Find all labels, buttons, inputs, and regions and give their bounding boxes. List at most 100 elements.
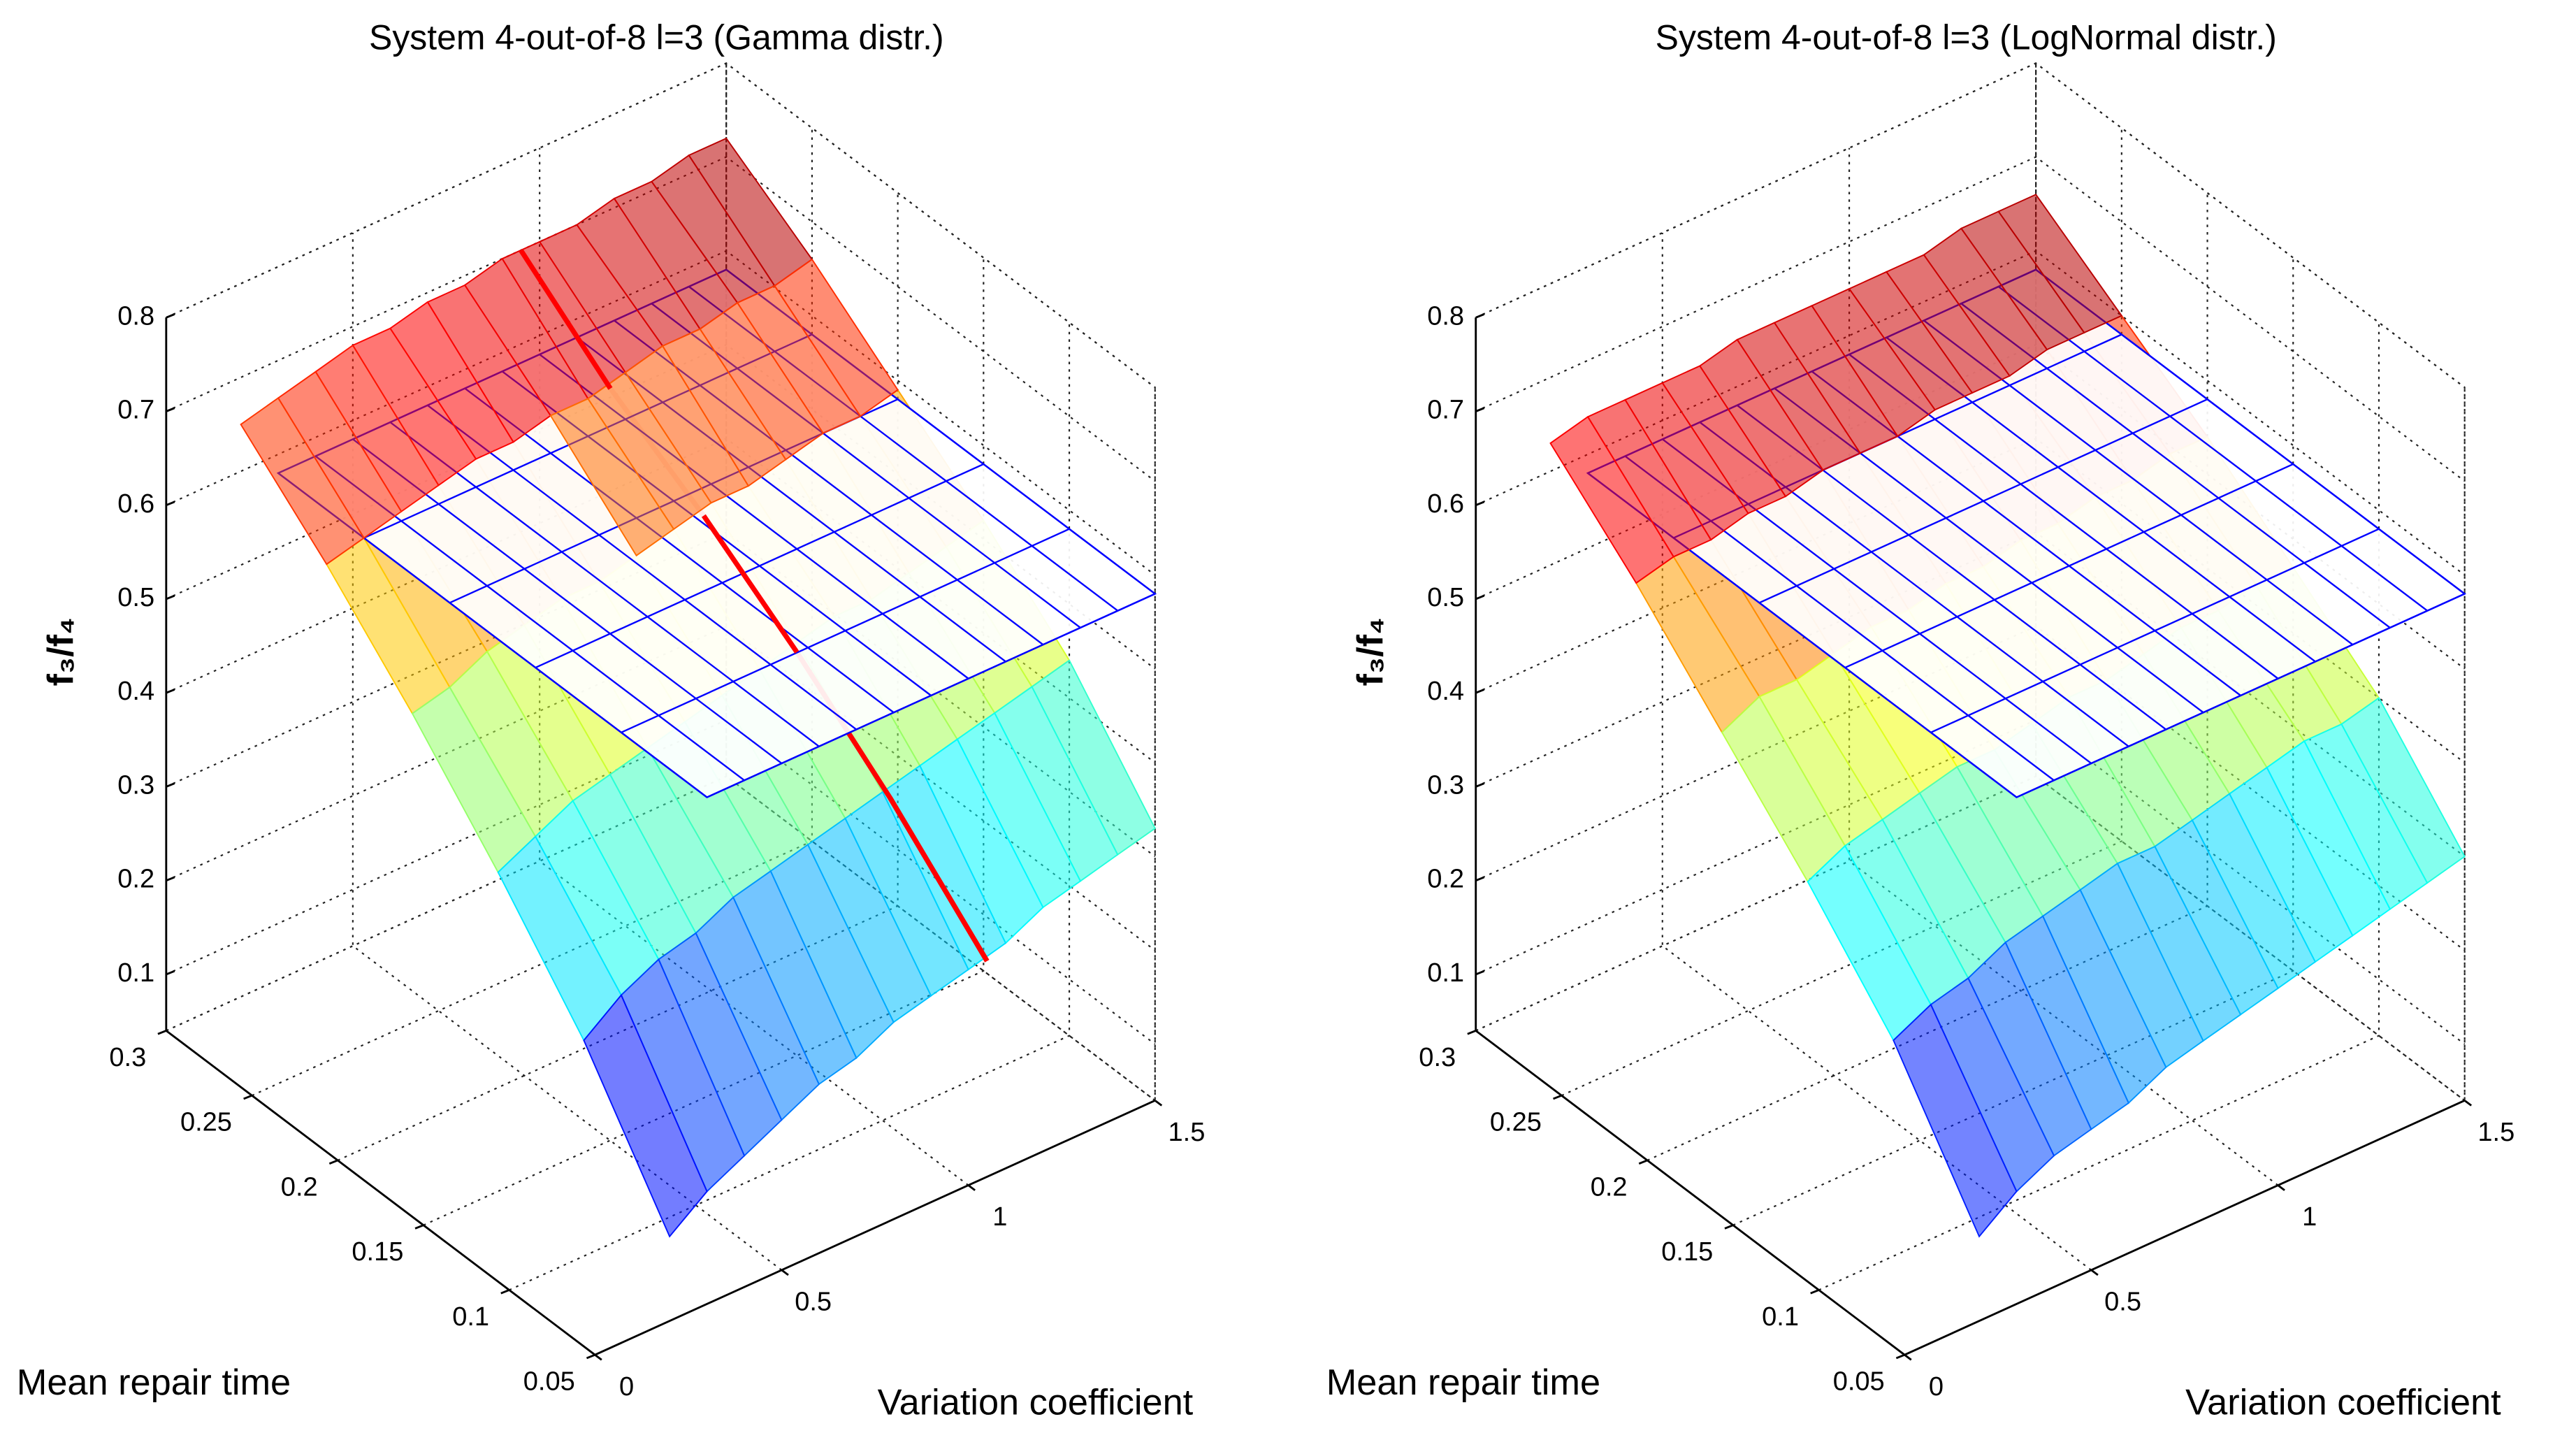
z-tick <box>1475 970 1485 976</box>
x-tick <box>594 1354 602 1361</box>
y-tick-label: 0.15 <box>352 1237 403 1267</box>
surface-patch <box>549 398 675 557</box>
grid-line <box>166 62 1156 388</box>
z-tick <box>1475 876 1485 882</box>
z-tick-label: 0.3 <box>117 770 154 800</box>
y-tick <box>586 1353 595 1360</box>
z-tick <box>1475 313 1485 319</box>
plane-grid <box>464 387 895 714</box>
y-tick <box>1638 1159 1648 1165</box>
y-tick-label: 0.15 <box>1661 1237 1713 1267</box>
plane-grid <box>389 422 820 747</box>
y-tick-label: 0.25 <box>1490 1108 1542 1137</box>
y-axis-label: Mean repair time <box>17 1362 291 1403</box>
y-axis <box>165 1030 596 1356</box>
x-axis <box>594 1100 1156 1356</box>
x-axis-label: Variation coefficient <box>878 1382 1194 1423</box>
grid-line <box>1475 156 2466 482</box>
y-tick <box>328 1159 338 1165</box>
z-tick-label: 0.7 <box>1427 396 1464 425</box>
plane-grid <box>1997 286 2428 612</box>
x-tick <box>1904 1354 1912 1361</box>
z-tick <box>166 594 175 600</box>
z-tick-label: 0.4 <box>1427 677 1464 706</box>
y-tick <box>1724 1224 1734 1230</box>
grid-line <box>423 257 985 1226</box>
z-tick-label: 0.4 <box>117 677 154 706</box>
x-tick <box>2090 1269 2099 1276</box>
z-tick-label: 0.1 <box>1427 958 1464 988</box>
y-tick-label: 0.25 <box>180 1108 232 1137</box>
chart-lognormal: System 4-out-of-8 l=3 (LogNormal distr.)… <box>1326 17 2515 1423</box>
y-tick <box>1467 1030 1477 1035</box>
x-tick-label: 1 <box>992 1202 1007 1232</box>
z-tick-label: 0.2 <box>117 865 154 894</box>
x-tick-label: 0.5 <box>795 1288 832 1317</box>
surface-patch <box>583 993 708 1238</box>
z-tick <box>166 407 175 412</box>
z-tick <box>1475 782 1485 788</box>
x-tick-label: 1 <box>2302 1202 2317 1232</box>
chart-title: System 4-out-of-8 l=3 (Gamma distr.) <box>369 17 944 57</box>
z-tick-label: 0.6 <box>1427 489 1464 519</box>
y-axis-label: Mean repair time <box>1326 1362 1600 1403</box>
plane-grid <box>427 404 858 730</box>
z-tick <box>1475 501 1485 507</box>
y-tick <box>500 1289 510 1295</box>
chart-gamma: System 4-out-of-8 l=3 (Gamma distr.) f₃/… <box>17 17 1206 1423</box>
y-tick <box>1810 1289 1820 1295</box>
z-tick-label: 0.2 <box>1427 865 1464 894</box>
x-tick-label: 0.5 <box>2104 1288 2141 1317</box>
intersection-curve <box>888 796 990 963</box>
y-tick <box>243 1094 253 1100</box>
y-tick-label: 0.3 <box>109 1043 146 1072</box>
z-tick-label: 0.5 <box>117 583 154 612</box>
z-tick-label: 0.8 <box>117 301 154 331</box>
intersection-curve <box>519 249 613 390</box>
x-tick-label: 0 <box>1929 1372 1944 1402</box>
x-tick <box>967 1184 976 1191</box>
z-tick <box>166 782 175 788</box>
x-tick <box>2277 1184 2285 1191</box>
y-tick-label: 0.1 <box>1762 1302 1799 1332</box>
x-tick-label: 1.5 <box>2477 1118 2515 1147</box>
z-tick-label: 0.6 <box>117 489 154 519</box>
z-tick-label: 0.3 <box>1427 770 1464 800</box>
z-tick-label: 0.8 <box>1427 301 1464 331</box>
y-tick-label: 0.1 <box>452 1302 489 1332</box>
y-tick <box>414 1224 424 1230</box>
grid-line <box>1818 322 2380 1291</box>
y-tick-label: 0.3 <box>1419 1043 1456 1072</box>
z-tick-label: 0.7 <box>117 396 154 425</box>
y-axis <box>1475 1030 1906 1356</box>
x-axis-label: Variation coefficient <box>2185 1382 2501 1423</box>
surface-patch <box>1549 415 1674 584</box>
y-tick <box>1553 1094 1562 1100</box>
intersection-curve <box>701 514 799 654</box>
y-tick-label: 0.05 <box>523 1367 575 1397</box>
z-tick <box>166 689 175 694</box>
chart-title: System 4-out-of-8 l=3 (LogNormal distr.) <box>1656 17 2277 57</box>
z-tick <box>166 876 175 882</box>
z-axis-label: f₃/f₄ <box>1350 617 1391 686</box>
z-axis-label: f₃/f₄ <box>41 617 81 686</box>
y-tick-label: 0.05 <box>1833 1367 1885 1397</box>
x-tick <box>1154 1100 1163 1107</box>
z-tick-label: 0.1 <box>117 958 154 988</box>
y-tick <box>157 1030 167 1035</box>
x-tick <box>2463 1100 2473 1107</box>
grid-line <box>509 322 1071 1291</box>
z-tick <box>166 313 175 319</box>
z-tick <box>166 501 175 507</box>
z-tick <box>1475 689 1485 694</box>
y-tick-label: 0.2 <box>1591 1172 1628 1202</box>
plane-grid <box>2035 268 2466 595</box>
grid-line <box>1475 62 2466 388</box>
z-tick-label: 0.5 <box>1427 583 1464 612</box>
x-tick-label: 0 <box>619 1372 634 1402</box>
y-tick-label: 0.2 <box>281 1172 318 1202</box>
z-tick <box>1475 594 1485 600</box>
x-axis <box>1904 1100 2466 1356</box>
